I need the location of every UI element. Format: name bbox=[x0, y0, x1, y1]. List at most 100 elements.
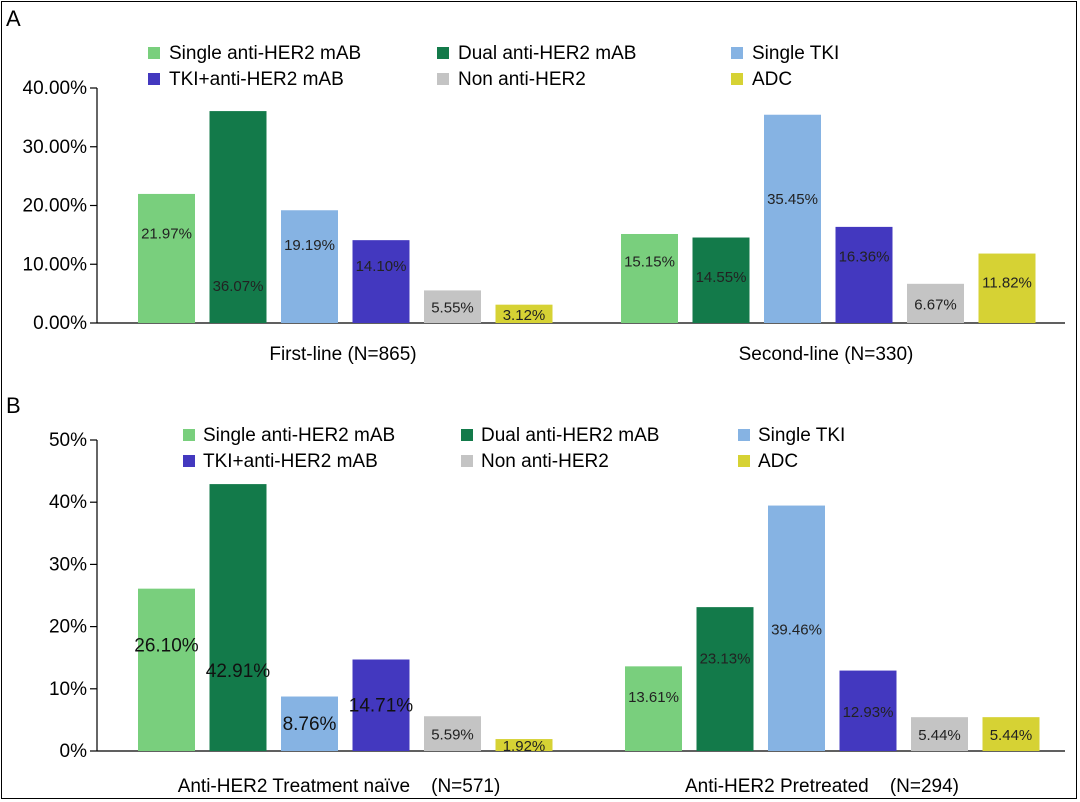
bar-single-tki bbox=[281, 210, 338, 323]
data-label: 8.76% bbox=[283, 714, 337, 735]
legend-item-adc: ADC bbox=[738, 451, 798, 472]
legend-label: Single anti-HER2 mAB bbox=[203, 425, 395, 446]
data-label: 14.71% bbox=[349, 695, 414, 716]
bar-non-anti-her2 bbox=[907, 283, 964, 323]
y-tick-label: 40% bbox=[49, 492, 87, 513]
bar-single-anti-her2-mab bbox=[621, 233, 678, 323]
data-label: 1.92% bbox=[503, 738, 546, 755]
data-label: 12.93% bbox=[843, 704, 894, 721]
data-label: 26.10% bbox=[134, 635, 199, 656]
category-label: Second-line (N=330) bbox=[739, 344, 914, 365]
data-label: 14.10% bbox=[356, 258, 407, 275]
legend-swatch bbox=[461, 429, 473, 441]
panel-b: B 0% 10% 20% 30% 40% 50% 26.10% 13.61% 42.91% 23.1… bbox=[6, 393, 1065, 797]
bar-tki-anti-her2-mab bbox=[352, 240, 410, 323]
bar-dual-anti-her2-mab bbox=[692, 237, 750, 323]
bar-non-anti-her2 bbox=[911, 717, 968, 751]
bar-single-anti-her2-mab bbox=[625, 666, 682, 751]
data-label: 23.13% bbox=[700, 650, 751, 667]
bar-single-tki bbox=[768, 505, 825, 751]
data-label: 5.44% bbox=[918, 727, 961, 744]
legend-swatch bbox=[437, 73, 449, 85]
bar-tki-anti-her2-mab bbox=[839, 670, 897, 751]
data-label: 6.67% bbox=[914, 296, 957, 313]
bar-adc bbox=[978, 253, 1036, 323]
legend-swatch bbox=[437, 47, 449, 59]
panel-letter: A bbox=[6, 6, 21, 31]
legend-item-single-anti-her2-mab: Single anti-HER2 mAB bbox=[148, 43, 361, 64]
bar-dual-anti-her2-mab bbox=[209, 111, 267, 324]
category-label: Anti-HER2 Pretreated (N=294) bbox=[685, 776, 959, 797]
legend-label: ADC bbox=[752, 69, 792, 90]
y-tick-label: 10% bbox=[49, 679, 87, 700]
legend-swatch bbox=[148, 47, 160, 59]
bar-non-anti-her2 bbox=[424, 716, 481, 751]
data-label: 14.55% bbox=[696, 269, 747, 286]
bar-single-tki bbox=[764, 114, 821, 323]
legend-item-adc: ADC bbox=[731, 69, 792, 90]
bar-adc bbox=[982, 717, 1040, 751]
bar-adc bbox=[495, 304, 553, 323]
data-label: 19.19% bbox=[284, 237, 335, 254]
legend-item-non-anti-her2: Non anti-HER2 bbox=[437, 69, 586, 90]
y-tick-label: 20% bbox=[49, 617, 87, 638]
y-tick-label: 40.00% bbox=[23, 78, 88, 99]
legend-label: TKI+anti-HER2 mAB bbox=[169, 69, 344, 90]
y-tick-label: 30% bbox=[49, 554, 87, 575]
data-label: 21.97% bbox=[141, 226, 192, 243]
legend-label: ADC bbox=[758, 451, 798, 472]
data-label: 5.59% bbox=[431, 727, 474, 744]
bar-dual-anti-her2-mab bbox=[696, 607, 754, 751]
legend-swatch bbox=[183, 455, 195, 467]
legend-label: Single TKI bbox=[752, 43, 839, 64]
data-label: 39.46% bbox=[771, 621, 822, 638]
legend-item-non-anti-her2: Non anti-HER2 bbox=[461, 451, 609, 472]
legend-label: Non anti-HER2 bbox=[458, 69, 586, 90]
y-tick-label: 0.00% bbox=[33, 313, 87, 334]
legend-item-single-anti-her2-mab: Single anti-HER2 mAB bbox=[183, 425, 395, 446]
data-label: 5.44% bbox=[990, 727, 1033, 744]
category-label: Anti-HER2 Treatment naïve (N=571) bbox=[178, 776, 501, 797]
data-label: 16.36% bbox=[839, 249, 890, 266]
legend-label: Dual anti-HER2 mAB bbox=[458, 43, 636, 64]
bar-tki-anti-her2-mab bbox=[835, 226, 893, 323]
bar-adc bbox=[495, 739, 553, 751]
y-tick-label: 10.00% bbox=[23, 254, 88, 275]
legend-label: Dual anti-HER2 mAB bbox=[481, 425, 659, 446]
legend-label: Non anti-HER2 bbox=[481, 451, 609, 472]
legend-swatch bbox=[461, 455, 473, 467]
legend-item-dual-anti-her2-mab: Dual anti-HER2 mAB bbox=[461, 425, 659, 446]
legend-item-single-tki: Single TKI bbox=[738, 425, 845, 446]
category-label: First-line (N=865) bbox=[269, 344, 416, 365]
legend-swatch bbox=[183, 429, 195, 441]
legend-item-dual-anti-her2-mab: Dual anti-HER2 mAB bbox=[437, 43, 636, 64]
legend-item-tki-anti-her2-mab: TKI+anti-HER2 mAB bbox=[148, 69, 344, 90]
legend-swatch bbox=[148, 73, 160, 85]
data-label: 15.15% bbox=[624, 254, 675, 271]
data-label: 3.12% bbox=[503, 307, 546, 324]
panel-a: A 0.00% 10.00% 20.00% 30.00% 40.00% 21.97% 15.1… bbox=[6, 6, 1065, 365]
y-tick-label: 30.00% bbox=[23, 137, 88, 158]
data-label: 11.82% bbox=[982, 274, 1032, 291]
data-label: 36.07% bbox=[213, 278, 264, 295]
legend-swatch bbox=[738, 429, 750, 441]
legend-swatch bbox=[731, 73, 743, 85]
legend-label: TKI+anti-HER2 mAB bbox=[203, 451, 378, 472]
bar-single-anti-her2-mab bbox=[138, 193, 195, 323]
legend-label: Single anti-HER2 mAB bbox=[169, 43, 361, 64]
y-tick-label: 50% bbox=[49, 430, 87, 451]
legend-item-tki-anti-her2-mab: TKI+anti-HER2 mAB bbox=[183, 451, 378, 472]
legend-swatch bbox=[738, 455, 750, 467]
y-tick-label: 0% bbox=[60, 741, 88, 762]
data-label: 42.91% bbox=[206, 661, 271, 682]
bar-dual-anti-her2-mab bbox=[209, 484, 267, 751]
legend-item-single-tki: Single TKI bbox=[731, 43, 839, 64]
panel-letter: B bbox=[6, 393, 21, 418]
bar-single-tki bbox=[281, 696, 338, 751]
data-label: 13.61% bbox=[628, 689, 679, 706]
data-label: 5.55% bbox=[431, 300, 474, 317]
bar-non-anti-her2 bbox=[424, 290, 481, 323]
